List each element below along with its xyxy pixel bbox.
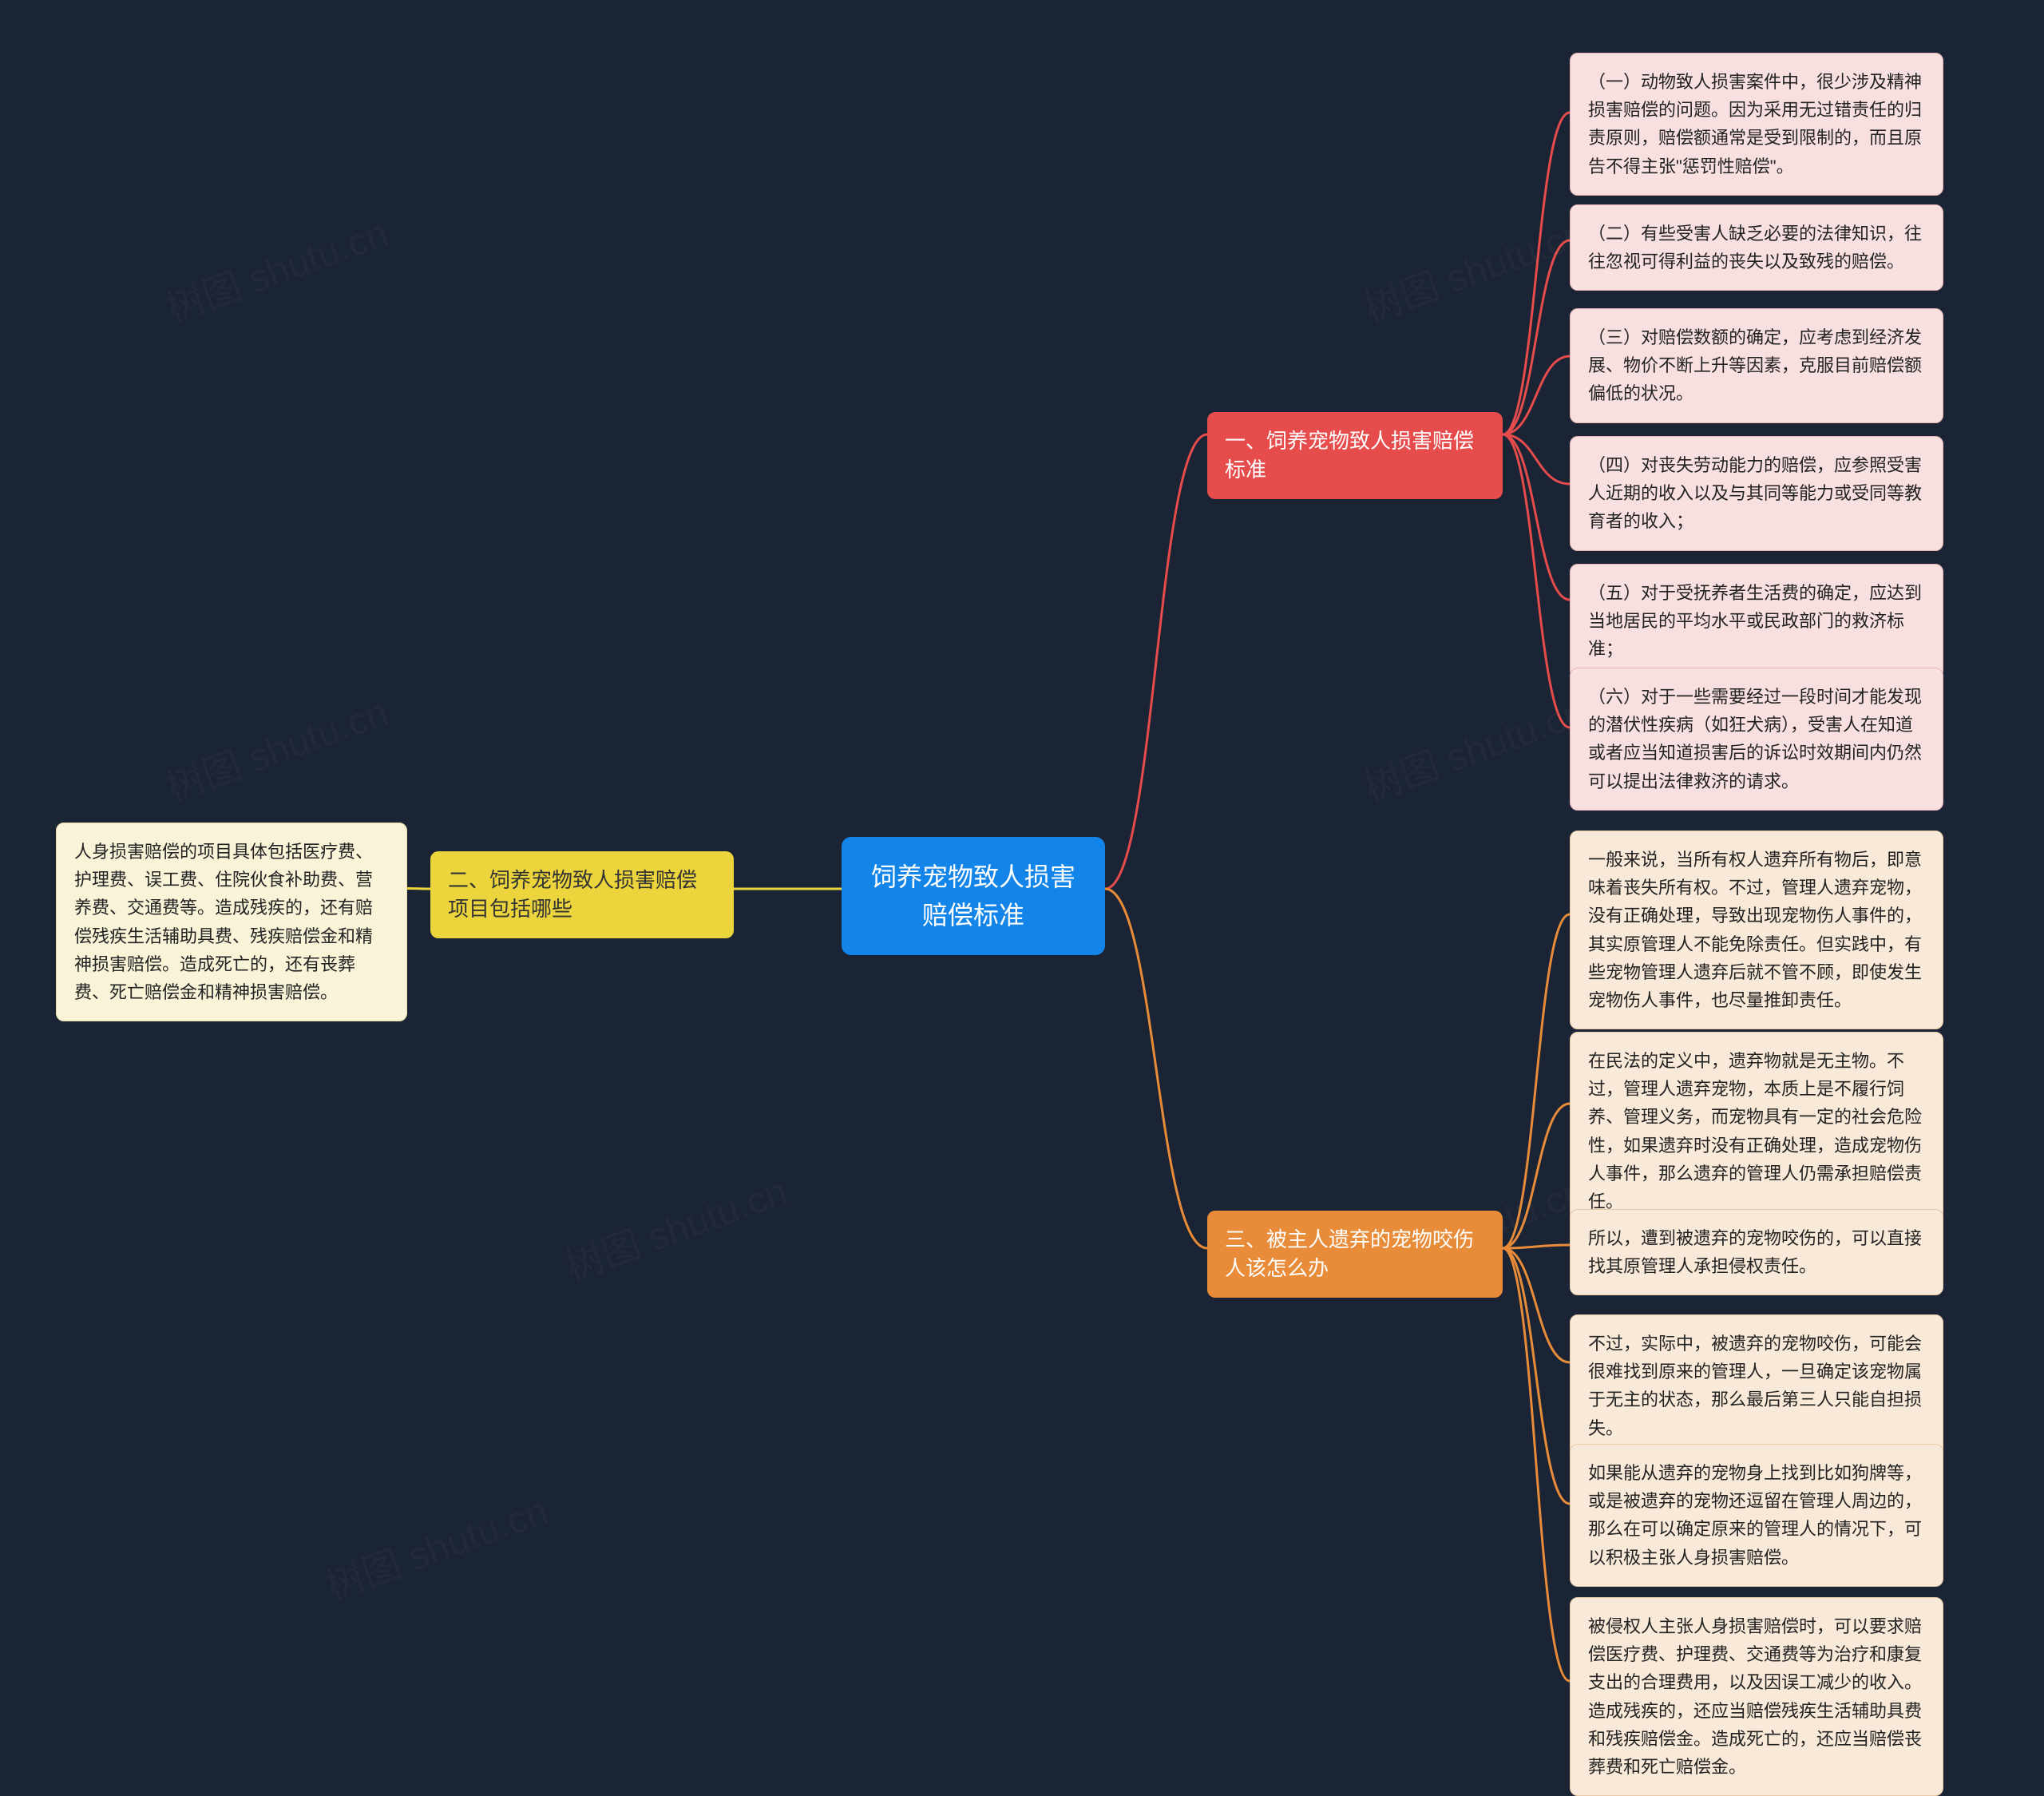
leaf-text: 如果能从遗弃的宠物身上找到比如狗牌等，或是被遗弃的宠物还逗留在管理人周边的，那么… [1588,1463,1922,1568]
leaf-text: （一）动物致人损害案件中，很少涉及精神损害赔偿的问题。因为采用无过错责任的归责原… [1588,72,1922,176]
leaf-text: 人身损害赔偿的项目具体包括医疗费、护理费、误工费、住院伙食补助费、营养费、交通费… [74,842,373,1002]
watermark: 树图 shutu.cn [557,1160,794,1291]
branch-label: 一、饲养宠物致人损害赔偿标准 [1225,429,1474,482]
branch-node-b2: 二、饲养宠物致人损害赔偿项目包括哪些 [430,851,734,938]
leaf-node: 一般来说，当所有权人遗弃所有物后，即意味着丧失所有权。不过，管理人遗弃宠物，没有… [1570,831,1943,1029]
watermark: 树图 shutu.cn [1355,680,1592,812]
leaf-node: （六）对于一些需要经过一段时间才能发现的潜伏性疾病（如狂犬病），受害人在知道或者… [1570,668,1943,811]
leaf-node: （四）对丧失劳动能力的赔偿，应参照受害人近期的收入以及与其同等能力或受同等教育者… [1570,436,1943,551]
watermark: 树图 shutu.cn [317,1479,554,1611]
leaf-node: （五）对于受抚养者生活费的确定，应达到当地居民的平均水平或民政部门的救济标准； [1570,564,1943,679]
leaf-text: 在民法的定义中，遗弃物就是无主物。不过，管理人遗弃宠物，本质上是不履行饲养、管理… [1588,1051,1922,1211]
watermark: 树图 shutu.cn [157,201,394,333]
leaf-node: （三）对赔偿数额的确定，应考虑到经济发展、物价不断上升等因素，克服目前赔偿额偏低… [1570,308,1943,423]
leaf-text: 所以，遭到被遗弃的宠物咬伤的，可以直接找其原管理人承担侵权责任。 [1588,1228,1922,1276]
leaf-node: 被侵权人主张人身损害赔偿时，可以要求赔偿医疗费、护理费、交通费等为治疗和康复支出… [1570,1597,1943,1796]
center-label: 饲养宠物致人损害赔偿标准 [871,862,1075,930]
branch-node-b3: 三、被主人遗弃的宠物咬伤人该怎么办 [1207,1211,1503,1298]
leaf-text: （四）对丧失劳动能力的赔偿，应参照受害人近期的收入以及与其同等能力或受同等教育者… [1588,455,1922,531]
leaf-node: 不过，实际中，被遗弃的宠物咬伤，可能会很难找到原来的管理人，一旦确定该宠物属于无… [1570,1314,1943,1457]
leaf-node: （二）有些受害人缺乏必要的法律知识，往往忽视可得利益的丧失以及致残的赔偿。 [1570,204,1943,291]
leaf-text: （六）对于一些需要经过一段时间才能发现的潜伏性疾病（如狂犬病），受害人在知道或者… [1588,687,1922,791]
leaf-text: 不过，实际中，被遗弃的宠物咬伤，可能会很难找到原来的管理人，一旦确定该宠物属于无… [1588,1334,1922,1438]
watermark: 树图 shutu.cn [157,680,394,812]
leaf-node: 人身损害赔偿的项目具体包括医疗费、护理费、误工费、住院伙食补助费、营养费、交通费… [56,823,407,1021]
center-node: 饲养宠物致人损害赔偿标准 [842,837,1105,955]
leaf-text: （三）对赔偿数额的确定，应考虑到经济发展、物价不断上升等因素，克服目前赔偿额偏低… [1588,327,1922,403]
branch-node-b1: 一、饲养宠物致人损害赔偿标准 [1207,412,1503,499]
leaf-text: 被侵权人主张人身损害赔偿时，可以要求赔偿医疗费、护理费、交通费等为治疗和康复支出… [1588,1616,1922,1777]
branch-label: 二、饲养宠物致人损害赔偿项目包括哪些 [448,868,697,921]
leaf-text: 一般来说，当所有权人遗弃所有物后，即意味着丧失所有权。不过，管理人遗弃宠物，没有… [1588,850,1922,1010]
leaf-node: 所以，遭到被遗弃的宠物咬伤的，可以直接找其原管理人承担侵权责任。 [1570,1209,1943,1295]
leaf-text: （二）有些受害人缺乏必要的法律知识，往往忽视可得利益的丧失以及致残的赔偿。 [1588,224,1922,272]
leaf-text: （五）对于受抚养者生活费的确定，应达到当地居民的平均水平或民政部门的救济标准； [1588,583,1922,659]
leaf-node: 在民法的定义中，遗弃物就是无主物。不过，管理人遗弃宠物，本质上是不履行饲养、管理… [1570,1032,1943,1231]
leaf-node: （一）动物致人损害案件中，很少涉及精神损害赔偿的问题。因为采用无过错责任的归责原… [1570,53,1943,196]
watermark: 树图 shutu.cn [1355,201,1592,333]
branch-label: 三、被主人遗弃的宠物咬伤人该怎么办 [1225,1227,1474,1280]
leaf-node: 如果能从遗弃的宠物身上找到比如狗牌等，或是被遗弃的宠物还逗留在管理人周边的，那么… [1570,1444,1943,1587]
